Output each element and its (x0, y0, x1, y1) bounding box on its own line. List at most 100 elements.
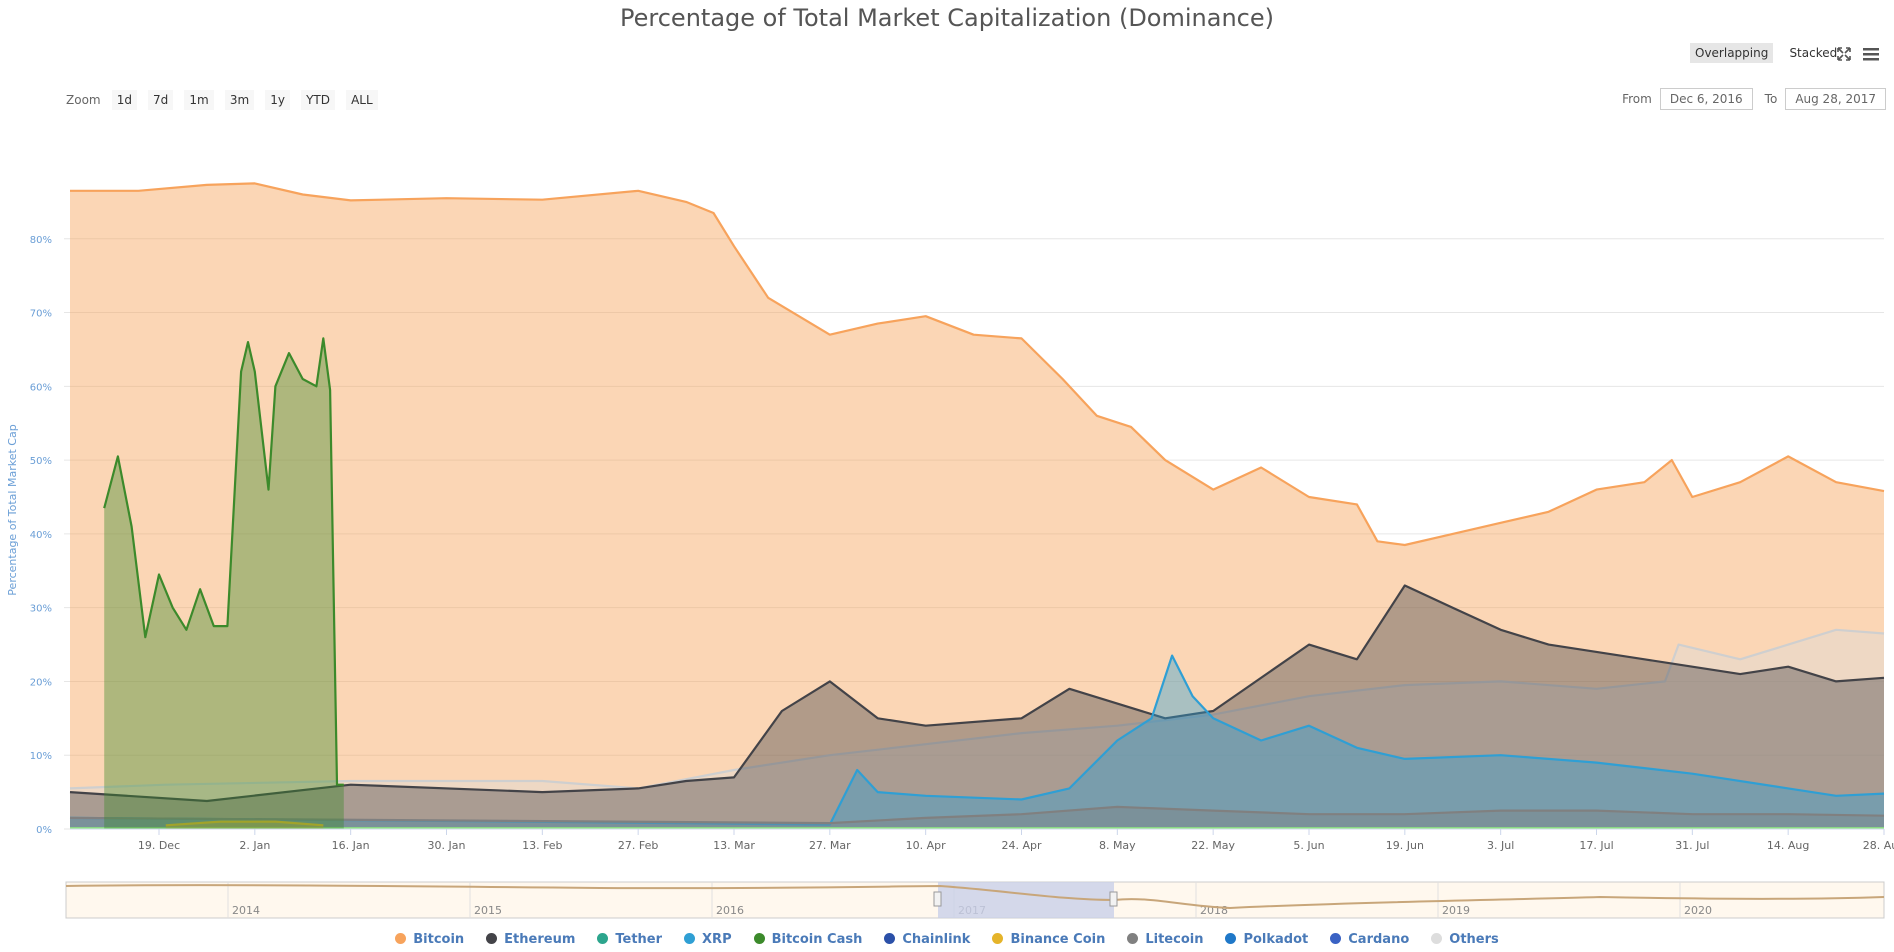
legend-label: Chainlink (902, 932, 971, 947)
navigator-series-line (65, 884, 1885, 910)
menu-icon[interactable] (1862, 46, 1880, 62)
ethereum-area (70, 585, 1884, 829)
xrp-line (69, 654, 1885, 826)
series-layer (69, 182, 1885, 830)
legend-label: XRP (702, 932, 732, 947)
x-tick-label: 27. Feb (618, 839, 658, 852)
legend-item-polkadot[interactable]: Polkadot (1225, 932, 1308, 947)
x-tick-label: 3. Jul (1487, 839, 1514, 852)
y-tick-label: 60% (30, 382, 52, 393)
legend-item-others[interactable]: Others (1431, 932, 1499, 947)
x-tick-label: 16. Jan (332, 839, 370, 852)
legend-marker (1225, 933, 1237, 944)
legend-marker (992, 933, 1004, 944)
stacked-button[interactable]: Stacked (1789, 46, 1838, 60)
legend-marker (395, 933, 407, 944)
y-tick-label: 50% (30, 456, 52, 467)
y-axis-label: Percentage of Total Market Cap (6, 424, 19, 595)
legend-item-ethereum[interactable]: Ethereum (486, 932, 575, 947)
zoom-1y-button[interactable]: 1y (265, 90, 290, 110)
bitcoin-area (70, 183, 1884, 829)
bitcoin-line (70, 182, 1885, 547)
legend-label: Cardano (1348, 932, 1410, 947)
x-tick-label: 2. Jan (239, 839, 270, 852)
y-tick-label: 80% (30, 235, 52, 246)
x-tick-label: 13. Mar (713, 839, 755, 852)
chart-title: Percentage of Total Market Capitalizatio… (620, 4, 1274, 32)
legend-marker (1330, 933, 1342, 944)
zoom-1m-button[interactable]: 1m (184, 90, 214, 110)
y-tick-label: 30% (30, 604, 52, 615)
legend-item-litecoin[interactable]: Litecoin (1127, 932, 1203, 947)
x-tick-label: 19. Dec (138, 839, 180, 852)
bitcoin-cash-area (104, 338, 344, 829)
axes: 0% 10% 20% 30% 40% 50% 60% 70% 80% 19. Dec 2. Jan 1… (30, 235, 1894, 852)
legend-marker (684, 933, 696, 944)
fullscreen-icon[interactable] (1836, 46, 1852, 62)
from-date-input[interactable]: Dec 6, 2016 (1659, 88, 1753, 110)
legend-label: Tether (615, 932, 663, 947)
legend-item-chainlink[interactable]: Chainlink (884, 932, 970, 947)
x-tick-label: 17. Jul (1579, 839, 1613, 852)
legend-item-bitcoin[interactable]: Bitcoin (395, 932, 464, 947)
x-tick-label: 30. Jan (428, 839, 466, 852)
x-tick-label: 22. May (1191, 839, 1235, 852)
zoom-label: Zoom (66, 93, 101, 107)
zoom-3m-button[interactable]: 3m (224, 90, 255, 110)
to-label: To (1764, 92, 1778, 106)
zoom-all-button[interactable]: ALL (346, 90, 378, 110)
ethereum-line (69, 584, 1885, 803)
date-range: From Dec 6, 2016 To Aug 28, 2017 (1622, 88, 1886, 110)
legend-marker (1127, 933, 1139, 944)
x-tick-label: 8. May (1099, 839, 1136, 852)
legend-item-bitcoin-cash[interactable]: Bitcoin Cash (753, 932, 863, 947)
navigator-year-label: 2014 (232, 904, 260, 917)
bitcoin-cash-line (103, 337, 344, 786)
navigator-year-label: 2016 (716, 904, 744, 917)
zoom-controls: Zoom 1d 7d 1m 3m 1y YTD ALL (66, 89, 384, 110)
legend-label: Bitcoin (413, 932, 465, 947)
zoom-ytd-button[interactable]: YTD (301, 90, 335, 110)
legend-marker (1431, 933, 1443, 944)
legend-label: Bitcoin Cash (771, 932, 863, 947)
legend-label: Polkadot (1243, 932, 1309, 947)
legend-marker (753, 933, 765, 944)
x-tick-label: 13. Feb (522, 839, 562, 852)
x-tick-label: 27. Mar (809, 839, 851, 852)
zoom-7d-button[interactable]: 7d (148, 90, 174, 110)
chart-svg: 0% 10% 20% 30% 40% 50% 60% 70% 80% 19. Dec 2. Jan 1… (6, 182, 1894, 919)
binance-coin-line (165, 820, 324, 827)
zoom-1d-button[interactable]: 1d (111, 90, 137, 110)
y-tick-label: 20% (30, 677, 52, 688)
x-tick-label: 24. Apr (1001, 839, 1041, 852)
others-line (69, 628, 1885, 790)
legend-marker (884, 933, 896, 944)
legend-item-binance-coin[interactable]: Binance Coin (992, 932, 1105, 947)
x-tick-label: 31. Jul (1675, 839, 1709, 852)
to-date-input[interactable]: Aug 28, 2017 (1785, 88, 1886, 110)
overlapping-button[interactable]: Overlapping (1690, 43, 1774, 63)
litecoin-line (69, 805, 1885, 825)
x-tick-label: 10. Apr (906, 839, 946, 852)
litecoin-area (70, 806, 1884, 829)
x-tick-label: 19. Jun (1386, 839, 1424, 852)
y-tick-label: 70% (30, 309, 52, 320)
navigator-handle-left (933, 891, 942, 907)
navigator-year-label: 2019 (1442, 904, 1470, 917)
legend-label: Ethereum (504, 932, 576, 947)
navigator[interactable]: 2014201520162017201820192020 (65, 881, 1885, 919)
x-tick-label: 14. Aug (1767, 839, 1809, 852)
legend-item-xrp[interactable]: XRP (684, 932, 732, 947)
legend: Bitcoin Ethereum Tether XRP Bitcoin Cash Chai… (0, 932, 1894, 947)
legend-label: Binance Coin (1010, 932, 1106, 947)
x-tick-label: 5. Jun (1293, 839, 1324, 852)
legend-marker (486, 933, 498, 944)
xrp-area (70, 655, 1884, 829)
navigator-year-label: 2015 (474, 904, 502, 917)
legend-label: Litecoin (1145, 932, 1204, 947)
legend-item-cardano[interactable]: Cardano (1330, 932, 1409, 947)
legend-label: Others (1449, 932, 1499, 947)
legend-marker (597, 933, 609, 944)
legend-item-tether[interactable]: Tether (597, 932, 662, 947)
y-tick-label: 40% (30, 530, 52, 541)
